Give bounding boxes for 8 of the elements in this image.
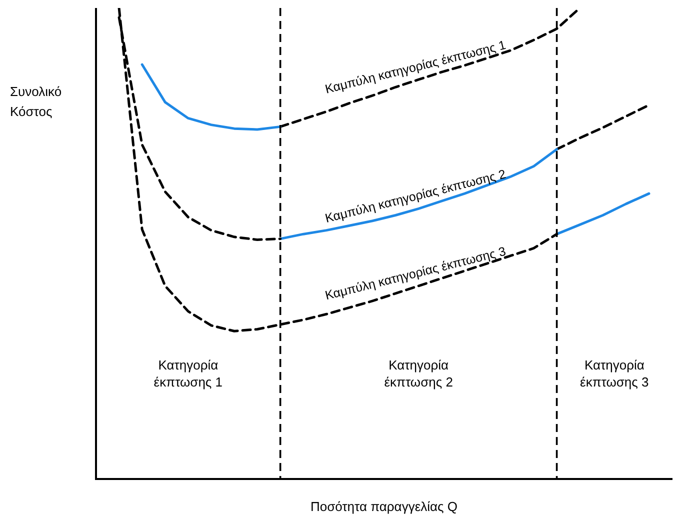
x-axis-title: Ποσότητα παραγγελίας Q	[310, 498, 458, 514]
annotation: Καμπύλη κατηγορίας έκπτωσης 2	[324, 166, 508, 226]
annotation: Κατηγορία έκπτωσης 3	[580, 358, 649, 390]
y-axis-title: Συνολικό Κόστος	[10, 83, 63, 121]
annotation: Καμπύλη κατηγορίας έκπτωσης 3	[324, 244, 508, 303]
annotation: Καμπύλη κατηγορίας έκπτωσης 1	[324, 38, 508, 96]
annotation: Κατηγορία έκπτωσης 1	[154, 358, 223, 390]
annotation: Κατηγορία έκπτωσης 2	[384, 358, 453, 390]
